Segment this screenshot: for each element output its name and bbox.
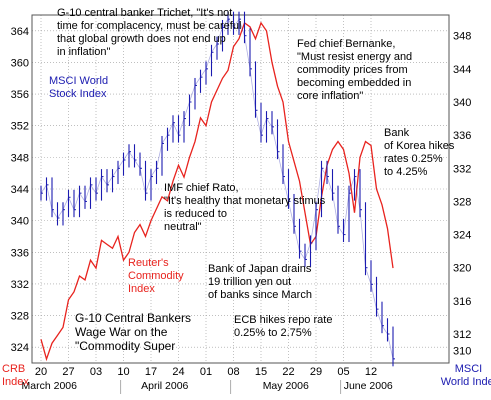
right-tick-label: 336 (453, 130, 471, 142)
x-tick-label: 24 (172, 366, 184, 378)
x-tick-label: 22 (282, 366, 294, 378)
annotation-bernanke: Fed chief Bernanke, "Must resist energy … (297, 38, 415, 102)
annotation-reuters-label: Reuter's Commodity Index (128, 257, 187, 295)
x-tick-label: 29 (310, 366, 322, 378)
tick-labels: 324 328 332 336 340 344 348 352 356 360 364 310 312 3… (11, 26, 471, 394)
right-tick-label: 344 (453, 64, 471, 76)
series-line-reuters-commodity-index (40, 21, 394, 362)
right-axis-label: MSCI World Index (441, 363, 491, 388)
x-tick-label: 08 (227, 366, 239, 378)
left-tick-label: 348 (11, 152, 29, 164)
x-month-label: June 2006 (344, 380, 393, 392)
x-tick-label: 03 (90, 366, 102, 378)
left-tick-label: 344 (11, 184, 29, 196)
right-tick-label: 316 (453, 296, 471, 308)
x-tick-label: 15 (255, 366, 267, 378)
right-tick-label: 310 (453, 346, 471, 358)
x-tick-label: 12 (365, 366, 377, 378)
left-tick-label: 360 (11, 57, 29, 69)
x-tick-label: 20 (35, 366, 47, 378)
right-tick-label: 320 (453, 263, 471, 275)
left-tick-label: 352 (11, 121, 29, 133)
left-tick-label: 340 (11, 216, 29, 228)
left-axis-label: CRB Index (2, 363, 29, 388)
right-tick-label: 332 (453, 163, 471, 175)
annotation-bank-of-korea: Bank of Korea hikes rates 0.25% to 4.25% (384, 127, 457, 178)
x-tick-label: 01 (200, 366, 212, 378)
annotation-ecb: ECB hikes repo rate 0.25% to 2.75% (234, 314, 336, 339)
x-month-label: April 2006 (141, 380, 188, 392)
series-layer (40, 11, 395, 367)
annotation-trichet: G-10 central banker Trichet, "It's not t… (57, 7, 244, 58)
x-tick-label: 17 (145, 366, 157, 378)
left-tick-label: 356 (11, 89, 29, 101)
x-month-label: May 2006 (263, 380, 309, 392)
plot-frame (31, 14, 450, 364)
x-tick-label: 05 (337, 366, 349, 378)
x-tick-label: 27 (62, 366, 74, 378)
x-month-label: March 2006 (22, 380, 78, 392)
left-tick-label: 332 (11, 279, 29, 291)
left-tick-label: 336 (11, 247, 29, 259)
grid (32, 15, 449, 363)
right-tick-label: 340 (453, 97, 471, 109)
annotation-msci-label: MSCI World Stock Index (49, 75, 111, 100)
x-tick-label: 10 (117, 366, 129, 378)
left-tick-label: 324 (11, 342, 29, 354)
annotation-imf-rato: IMF chief Rato, "It's healthy that monet… (164, 182, 328, 233)
right-tick-label: 328 (453, 196, 471, 208)
right-tick-label: 312 (453, 329, 471, 341)
chart-title: G-10 Central Bankers Wage War on the "Co… (75, 311, 194, 353)
right-tick-label: 348 (453, 31, 471, 43)
right-tick-label: 324 (453, 230, 471, 242)
annotation-bank-of-japan: Bank of Japan drains 19 trillion yen out… (208, 263, 314, 301)
left-tick-label: 364 (11, 26, 29, 38)
left-tick-label: 328 (11, 311, 29, 323)
